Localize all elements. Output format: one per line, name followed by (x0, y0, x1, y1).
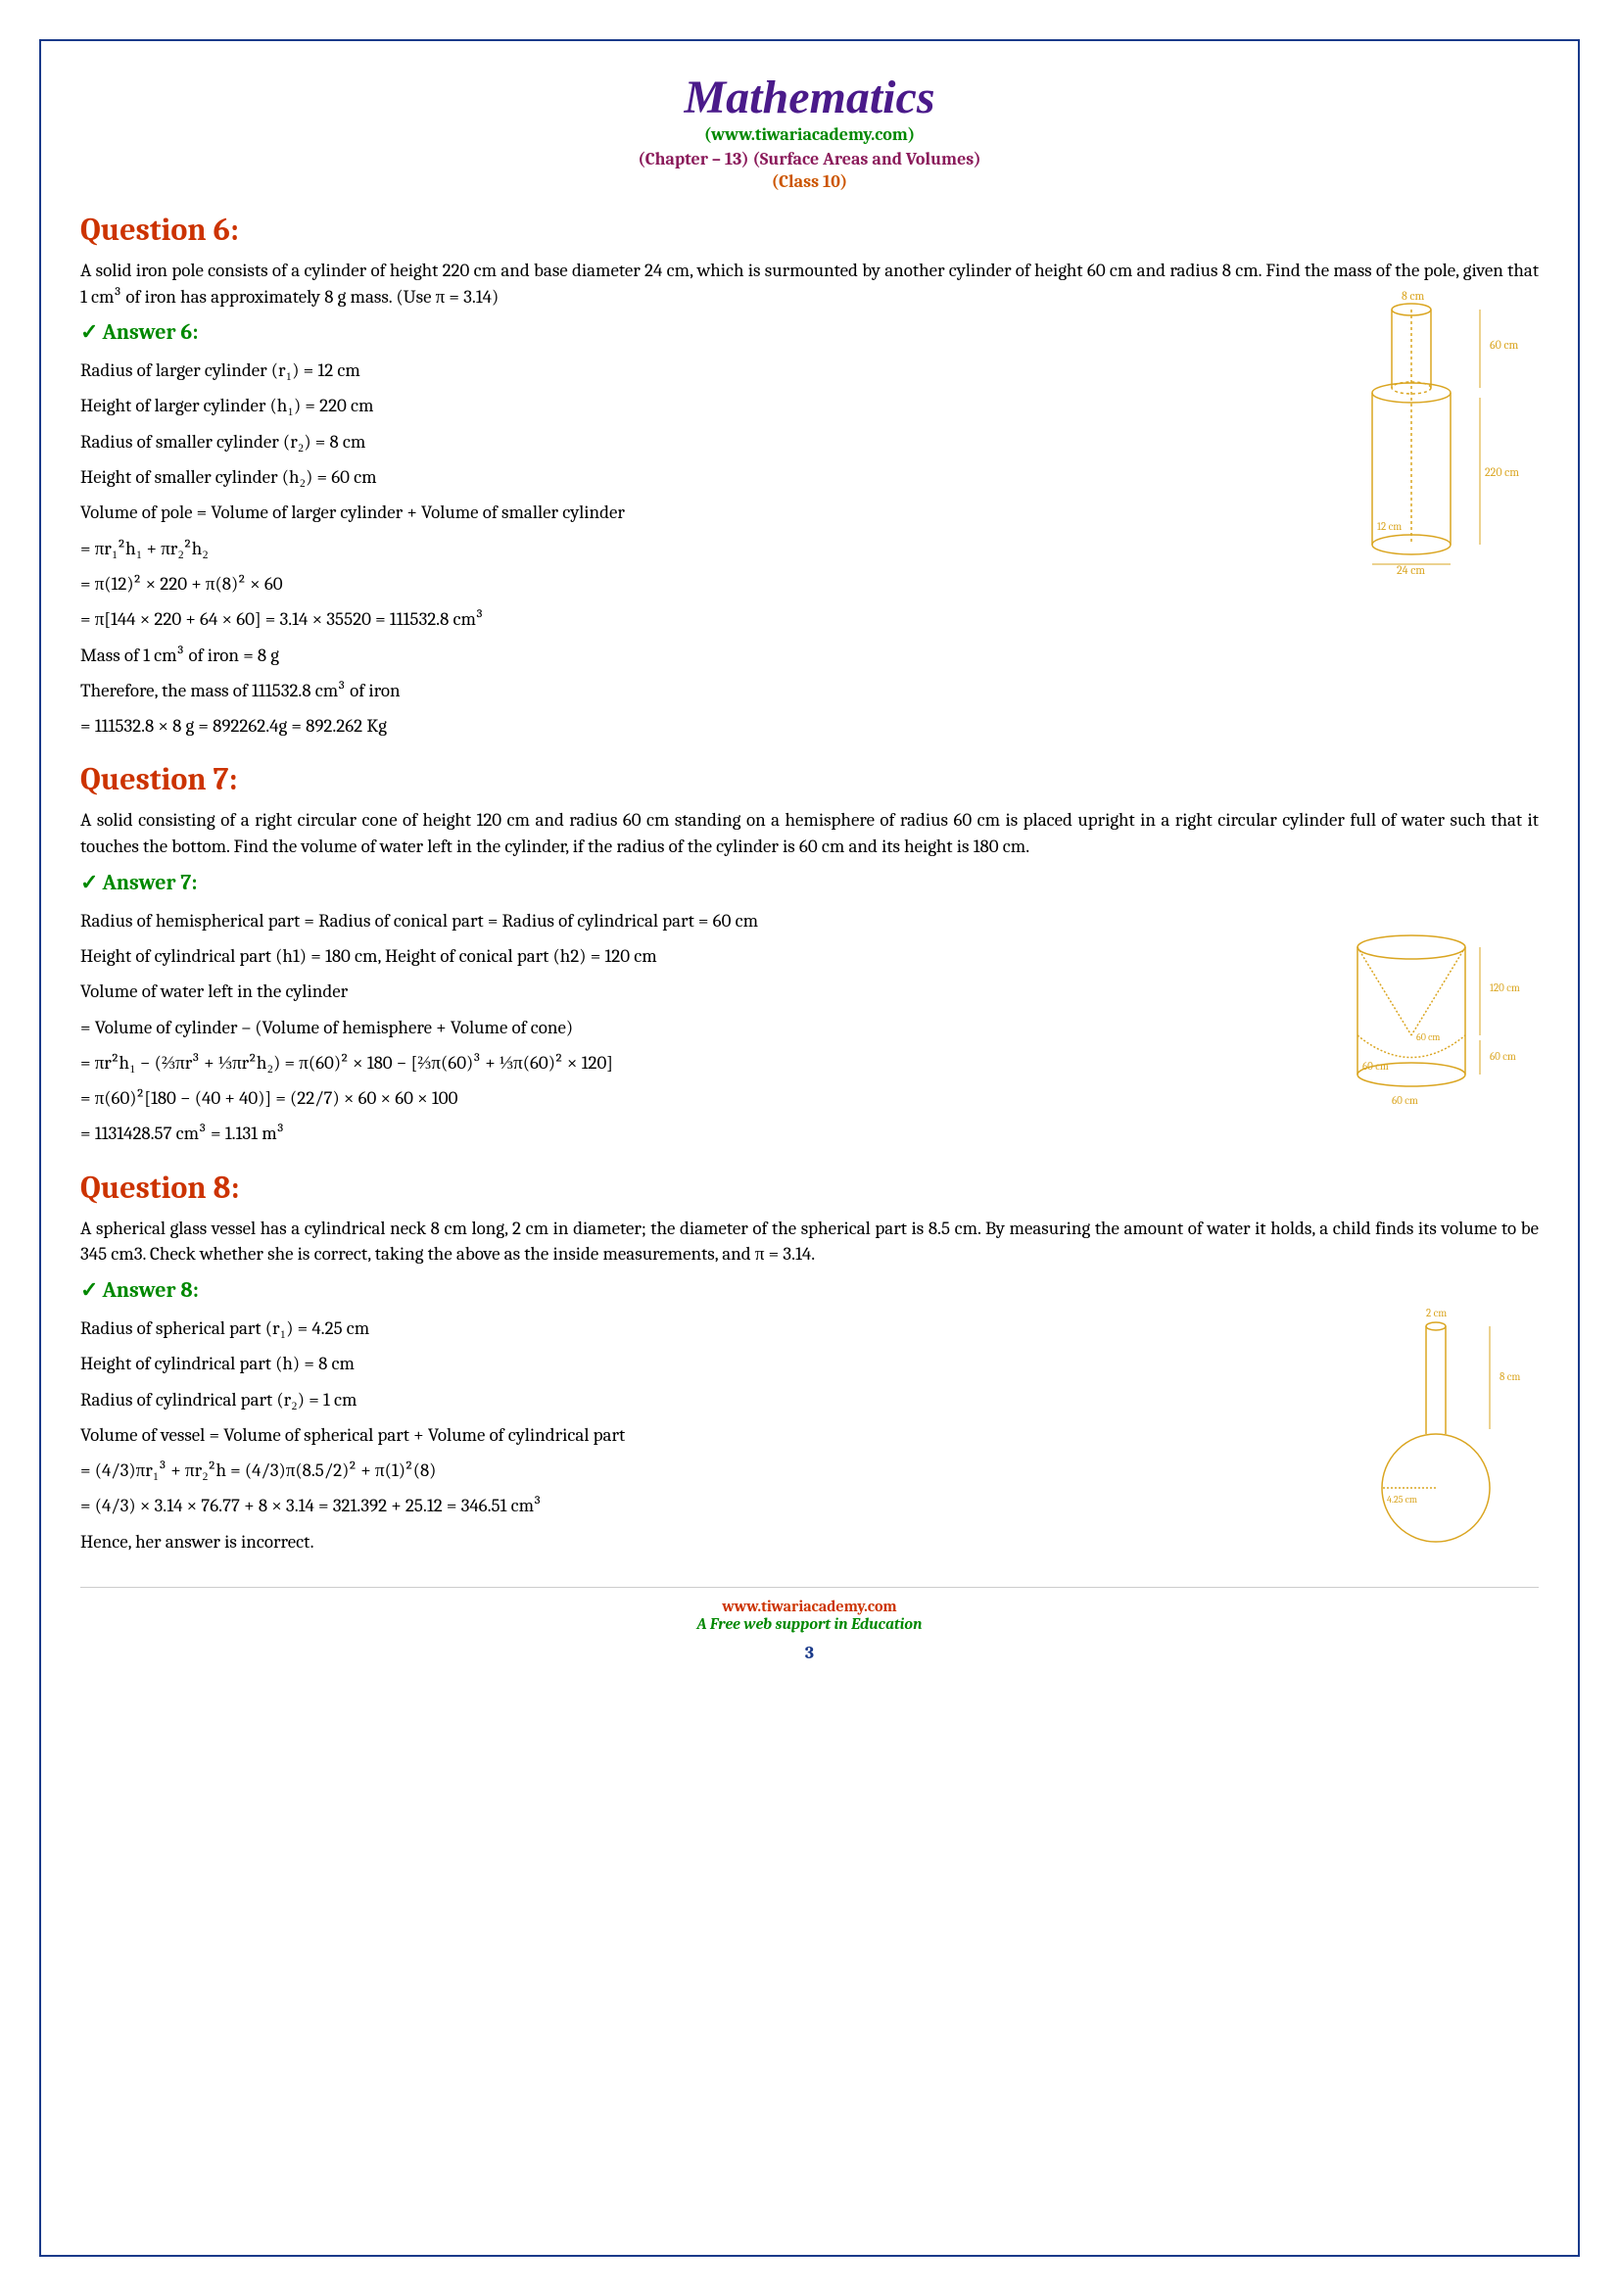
answer-line: Volume of water left in the cylinder (80, 976, 1313, 1007)
main-title: Mathematics (80, 71, 1539, 124)
question-7-text: A solid consisting of a right circular c… (80, 807, 1539, 859)
answer-line: Volume of vessel = Volume of spherical p… (80, 1419, 1343, 1451)
page-number: 3 (80, 1643, 1539, 1663)
label-24cm: 24 cm (1397, 563, 1425, 577)
document-header: Mathematics (www.tiwariacademy.com) (Cha… (80, 71, 1539, 192)
answer-line: Hence, her answer is incorrect. (80, 1526, 1343, 1557)
answer-line: = π(60)²[180 − (40 + 40)] = (22/7) × 60 … (80, 1082, 1313, 1114)
question-8-heading: Question 8: (80, 1170, 1539, 1206)
answer-line: = Volume of cylinder – (Volume of hemisp… (80, 1012, 1313, 1043)
answer-line: = πr₁²h₁ + πr₂²h₂ (80, 533, 1304, 564)
label-425cm: 4.25 cm (1387, 1494, 1417, 1506)
label-60cm-l: 60 cm (1362, 1060, 1389, 1073)
answer-line: Radius of hemispherical part = Radius of… (80, 905, 1313, 936)
label-60cm-b: 60 cm (1392, 1094, 1418, 1107)
answer-8-heading: Answer 8: (80, 1277, 1539, 1303)
website-link: (www.tiwariacademy.com) (80, 124, 1539, 145)
label-2cm: 2 cm (1426, 1307, 1447, 1319)
cone-cylinder-diagram: 120 cm 60 cm 60 cm 60 cm 60 cm (1323, 928, 1539, 1124)
answer-line: Radius of larger cylinder (r₁) = 12 cm (80, 355, 1304, 386)
footer-tagline: A Free web support in Education (80, 1615, 1539, 1633)
answer-line: = π(12)² × 220 + π(8)² × 60 (80, 568, 1304, 599)
label-12cm: 12 cm (1377, 520, 1402, 533)
answer-line: Height of cylindrical part (h) = 8 cm (80, 1348, 1343, 1379)
question-6-block: Question 6: A solid iron pole consists o… (80, 212, 1539, 741)
answer-line: Height of larger cylinder (h₁) = 220 cm (80, 390, 1304, 421)
answer-line: = 111532.8 × 8 g = 892262.4g = 892.262 K… (80, 710, 1304, 741)
cylinder-pole-diagram: 8 cm 60 cm 220 cm 12 cm 24 cm (1323, 290, 1539, 584)
label-8cm: 8 cm (1500, 1370, 1520, 1383)
answer-line: = π[144 × 220 + 64 × 60] = 3.14 × 35520 … (80, 603, 1304, 635)
page-footer: www.tiwariacademy.com A Free web support… (80, 1587, 1539, 1633)
question-7-heading: Question 7: (80, 761, 1539, 797)
answer-line: Radius of cylindrical part (r₂) = 1 cm (80, 1384, 1343, 1415)
answer-6-heading: Answer 6: (80, 319, 1539, 345)
label-60cm-h: 60 cm (1490, 1050, 1516, 1063)
label-60cm: 60 cm (1490, 338, 1519, 352)
answer-line: Mass of 1 cm³ of iron = 8 g (80, 640, 1304, 671)
chapter-subtitle: (Chapter – 13) (Surface Areas and Volume… (80, 149, 1539, 169)
answer-6-body: Radius of larger cylinder (r₁) = 12 cm H… (80, 355, 1539, 741)
answer-line: Volume of pole = Volume of larger cylind… (80, 497, 1304, 528)
answer-line: Therefore, the mass of 111532.8 cm³ of i… (80, 675, 1304, 706)
page-border: Mathematics (www.tiwariacademy.com) (Cha… (39, 39, 1580, 2257)
label-120cm: 120 cm (1490, 981, 1520, 994)
answer-line: Radius of smaller cylinder (r₂) = 8 cm (80, 426, 1304, 457)
answer-line: = 1131428.57 cm³ = 1.131 m³ (80, 1118, 1313, 1149)
label-60cm-r: 60 cm (1416, 1031, 1440, 1043)
answer-8-body: Radius of spherical part (r₁) = 4.25 cm … (80, 1313, 1539, 1557)
footer-link: www.tiwariacademy.com (80, 1598, 1539, 1615)
answer-7-heading: Answer 7: (80, 870, 1539, 895)
question-6-heading: Question 6: (80, 212, 1539, 248)
vessel-diagram: 2 cm 8 cm 4.25 cm (1362, 1307, 1539, 1561)
question-7-block: Question 7: A solid consisting of a righ… (80, 761, 1539, 1149)
class-subtitle: (Class 10) (80, 171, 1539, 192)
answer-line: = (4/3)πr₁³ + πr₂²h = (4/3)π(8.5/2)² + π… (80, 1455, 1343, 1486)
answer-line: Height of smaller cylinder (h₂) = 60 cm (80, 461, 1304, 493)
answer-line: Radius of spherical part (r₁) = 4.25 cm (80, 1313, 1343, 1344)
question-8-block: Question 8: A spherical glass vessel has… (80, 1170, 1539, 1557)
question-8-text: A spherical glass vessel has a cylindric… (80, 1216, 1539, 1268)
answer-7-body: Radius of hemispherical part = Radius of… (80, 905, 1539, 1150)
label-220cm: 220 cm (1485, 465, 1519, 479)
question-6-text: A solid iron pole consists of a cylinder… (80, 258, 1539, 310)
answer-line: = πr²h₁ − (⅔πr³ + ⅓πr²h₂) = π(60)² × 180… (80, 1047, 1313, 1078)
label-8cm: 8 cm (1402, 290, 1425, 303)
answer-line: Height of cylindrical part (h1) = 180 cm… (80, 940, 1313, 972)
answer-line: = (4/3) × 3.14 × 76.77 + 8 × 3.14 = 321.… (80, 1490, 1343, 1521)
